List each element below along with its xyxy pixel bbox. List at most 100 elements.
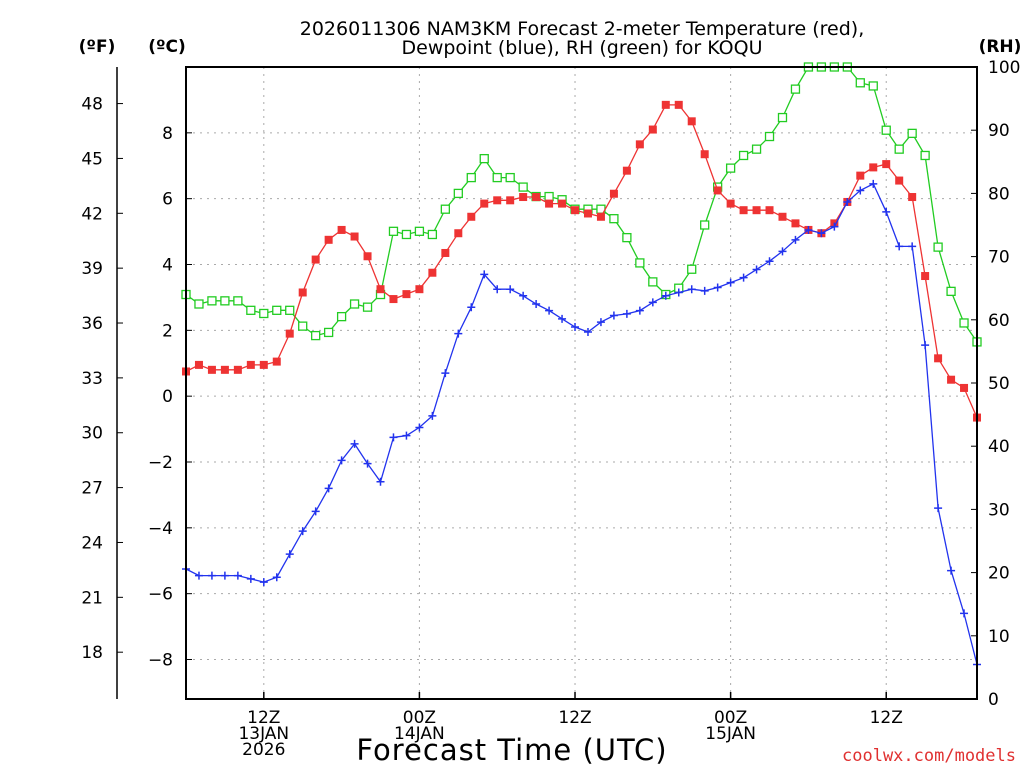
data-point-marker bbox=[648, 277, 658, 287]
series-dewpoint bbox=[182, 179, 981, 669]
data-point-marker bbox=[881, 125, 891, 135]
data-point-marker bbox=[376, 477, 385, 486]
data-point-marker bbox=[401, 229, 412, 240]
data-point-marker bbox=[324, 235, 333, 244]
data-point-marker bbox=[895, 176, 904, 185]
data-point-marker bbox=[233, 296, 243, 306]
data-point-marker bbox=[415, 423, 424, 432]
data-point-marker bbox=[311, 330, 321, 341]
data-point-marker bbox=[220, 296, 230, 306]
data-point-marker bbox=[532, 193, 541, 202]
data-point-marker bbox=[233, 365, 242, 374]
data-point-marker bbox=[363, 459, 372, 468]
data-point-marker bbox=[726, 199, 735, 208]
data-point-marker bbox=[882, 160, 891, 169]
data-point-marker bbox=[441, 248, 450, 257]
data-point-marker bbox=[519, 291, 528, 300]
data-point-marker bbox=[947, 566, 956, 575]
data-point-marker bbox=[778, 247, 787, 256]
data-point-marker bbox=[843, 197, 852, 206]
celsius-tick-label: −4 bbox=[148, 519, 173, 539]
data-point-marker bbox=[233, 571, 242, 580]
data-point-marker bbox=[259, 308, 269, 319]
time-tick-label: 00Z bbox=[714, 708, 747, 728]
data-point-marker bbox=[532, 300, 541, 308]
data-point-marker bbox=[350, 439, 359, 448]
rh-tick-label: 80 bbox=[988, 184, 1010, 204]
rh-tick-label: 10 bbox=[988, 627, 1010, 647]
data-point-marker bbox=[661, 291, 670, 300]
data-point-marker bbox=[272, 573, 281, 582]
series-line bbox=[185, 183, 978, 665]
rh-unit-label: (RH) bbox=[979, 37, 1022, 57]
data-point-marker bbox=[946, 286, 956, 297]
data-point-marker bbox=[207, 571, 216, 580]
data-point-marker bbox=[674, 100, 683, 109]
data-point-marker bbox=[479, 153, 489, 164]
chart-title-line-2: Dewpoint (blue), RH (green) for KOQU bbox=[402, 37, 763, 59]
data-point-marker bbox=[363, 252, 372, 261]
data-point-marker bbox=[453, 188, 463, 199]
data-point-marker bbox=[907, 128, 917, 139]
data-point-marker bbox=[700, 220, 710, 230]
data-point-marker bbox=[389, 295, 398, 304]
celsius-tick-label: 6 bbox=[162, 190, 173, 210]
data-point-marker bbox=[687, 285, 696, 294]
data-point-marker bbox=[934, 354, 943, 363]
data-point-marker bbox=[596, 212, 605, 221]
data-point-marker bbox=[713, 186, 722, 195]
data-point-marker bbox=[545, 306, 554, 315]
data-point-marker bbox=[558, 199, 567, 208]
data-point-marker bbox=[272, 305, 282, 315]
data-point-marker bbox=[635, 306, 644, 315]
data-point-marker bbox=[285, 550, 294, 559]
data-point-marker bbox=[752, 265, 761, 274]
data-point-marker bbox=[908, 242, 917, 251]
data-point-marker bbox=[700, 150, 709, 159]
fahrenheit-tick-label: 33 bbox=[81, 369, 103, 389]
data-point-marker bbox=[830, 222, 839, 231]
data-point-marker bbox=[349, 299, 360, 309]
data-point-marker bbox=[960, 383, 969, 392]
fahrenheit-tick-label: 48 bbox=[81, 95, 103, 115]
data-point-marker bbox=[959, 318, 969, 328]
data-point-marker bbox=[947, 375, 956, 384]
time-tick-label: 12Z bbox=[247, 708, 280, 728]
data-point-marker bbox=[933, 242, 943, 252]
celsius-tick-label: −6 bbox=[148, 585, 173, 605]
data-point-marker bbox=[661, 100, 670, 109]
fahrenheit-tick-label: 39 bbox=[81, 259, 103, 279]
x-axis-title: Forecast Time (UTC) bbox=[356, 733, 667, 767]
data-point-marker bbox=[571, 206, 580, 215]
data-point-marker bbox=[700, 286, 709, 295]
data-point-marker bbox=[194, 571, 203, 580]
celsius-tick-label: 4 bbox=[162, 256, 173, 276]
data-point-marker bbox=[493, 196, 502, 205]
data-point-marker bbox=[545, 199, 554, 208]
data-point-marker bbox=[519, 193, 528, 202]
fahrenheit-tick-label: 18 bbox=[81, 643, 103, 663]
data-point-marker bbox=[804, 225, 813, 234]
fahrenheit-unit-label: (ºF) bbox=[79, 37, 116, 57]
data-point-marker bbox=[635, 140, 644, 149]
data-point-marker bbox=[376, 285, 385, 294]
data-point-marker bbox=[285, 305, 295, 315]
data-point-marker bbox=[934, 504, 943, 513]
time-tick-label: 13JAN bbox=[238, 724, 289, 744]
data-point-marker bbox=[492, 172, 502, 183]
data-point-marker bbox=[298, 288, 307, 297]
data-point-marker bbox=[752, 206, 761, 215]
rh-tick-label: 70 bbox=[988, 248, 1010, 268]
fahrenheit-tick-label: 21 bbox=[81, 588, 103, 608]
data-point-marker bbox=[246, 305, 256, 315]
data-point-marker bbox=[337, 225, 346, 234]
data-point-marker bbox=[194, 299, 204, 309]
data-point-marker bbox=[194, 360, 203, 369]
data-point-marker bbox=[506, 196, 515, 205]
data-point-marker bbox=[362, 302, 373, 312]
celsius-tick-label: −8 bbox=[148, 651, 173, 671]
data-point-marker bbox=[725, 163, 736, 173]
data-point-marker bbox=[622, 309, 631, 318]
